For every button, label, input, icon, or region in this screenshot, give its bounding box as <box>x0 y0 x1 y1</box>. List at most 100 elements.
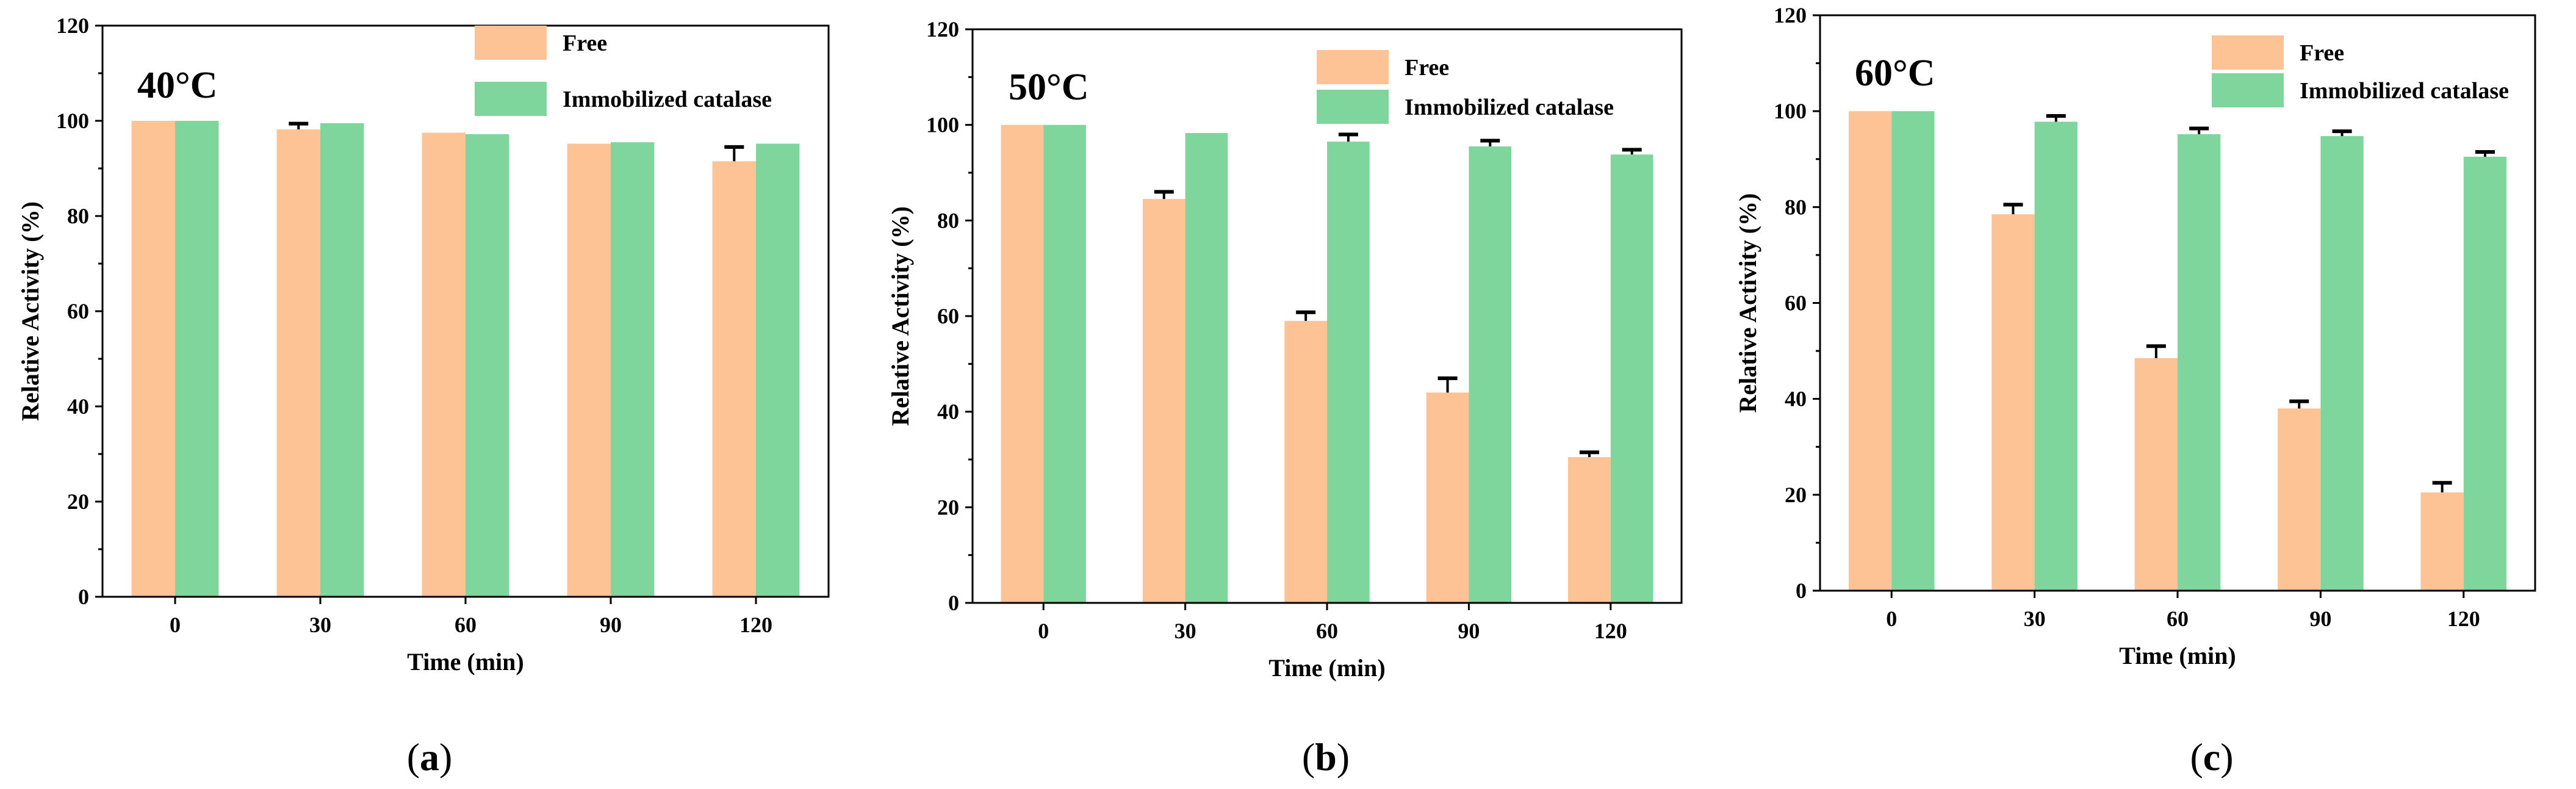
y-tick-label: 60 <box>1785 291 1807 315</box>
legend-free-label: Free <box>563 31 607 56</box>
bar-free-60 <box>2134 358 2178 591</box>
bar-free-0 <box>1848 111 1892 591</box>
x-tick-label: 30 <box>2024 607 2046 631</box>
bar-immobilized-60 <box>1327 142 1370 603</box>
legend: Free Immobilized catalase <box>475 26 772 116</box>
x-tick-label: 60 <box>455 613 477 637</box>
y-tick-label: 100 <box>926 113 959 137</box>
legend-immobilized-swatch <box>2212 73 2284 107</box>
chart-a: 0 20 40 60 80 100 120 0 30 60 90 120 Time (min) Relat… <box>16 13 830 779</box>
x-tick-label: 90 <box>600 613 622 637</box>
x-tick-label: 0 <box>1038 619 1049 643</box>
y-tick-label: 0 <box>78 585 89 609</box>
legend: Free Immobilized catalase <box>1317 50 1614 124</box>
bar-free-120 <box>712 161 756 597</box>
x-tick-label: 60 <box>1316 619 1338 643</box>
x-tick-label: 60 <box>2167 607 2189 631</box>
y-tick-label: 80 <box>1785 195 1807 219</box>
y-tick-label: 20 <box>937 495 959 519</box>
y-axis-title: Relative Activity (%) <box>887 206 914 426</box>
x-tick-label: 30 <box>309 613 331 637</box>
bar-immobilized-120 <box>1610 154 1653 603</box>
panel-b: 0 20 40 60 80 100 120 0 30 60 90 120 Time (min) Relat… <box>859 0 1718 789</box>
legend: Free Immobilized catalase <box>2212 35 2509 107</box>
y-tick-label: 40 <box>67 394 89 419</box>
y-tick-label: 80 <box>937 208 959 232</box>
x-tick-label: 120 <box>2447 607 2480 631</box>
chart-b: 0 20 40 60 80 100 120 0 30 60 90 120 Time (min) Relat… <box>887 17 1683 779</box>
bar-immobilized-30 <box>320 123 364 597</box>
legend-immobilized-swatch <box>475 82 547 116</box>
y-tick-label: 0 <box>1796 578 1807 603</box>
x-axis-title: Time (min) <box>1268 654 1385 682</box>
bar-immobilized-0 <box>1043 124 1086 603</box>
legend-free-swatch <box>2212 35 2284 70</box>
x-tick-label: 90 <box>1458 619 1480 643</box>
legend-free-label: Free <box>2300 40 2344 66</box>
bar-immobilized-0 <box>175 121 219 597</box>
bar-free-30 <box>276 129 320 597</box>
bar-free-0 <box>1001 124 1044 603</box>
chart-c: 0 20 40 60 80 100 120 0 30 60 90 120 Time (min) Relat… <box>1734 3 2536 779</box>
bar-immobilized-30 <box>2034 121 2078 591</box>
bar-free-60 <box>1284 320 1327 603</box>
y-tick-label: 20 <box>67 489 89 514</box>
bar-immobilized-90 <box>1469 146 1512 603</box>
temperature-label: 50°C <box>1009 67 1089 108</box>
bar-free-60 <box>422 132 466 597</box>
bar-immobilized-60 <box>2178 134 2221 591</box>
bar-free-90 <box>567 143 611 597</box>
bar-free-120 <box>2420 492 2464 591</box>
panel-caption: (c) <box>2190 735 2233 779</box>
legend-immobilized-label: Immobilized catalase <box>2300 78 2509 104</box>
bar-immobilized-120 <box>756 143 800 597</box>
y-tick-label: 120 <box>1774 3 1807 27</box>
x-tick-label: 120 <box>739 613 772 637</box>
panel-a: 0 20 40 60 80 100 120 0 30 60 90 120 Time (min) Relat… <box>0 0 859 789</box>
x-axis-title: Time (min) <box>407 648 523 676</box>
legend-immobilized-label: Immobilized catalase <box>1405 95 1614 120</box>
bar-free-90 <box>2278 408 2321 591</box>
y-tick-label: 120 <box>926 17 959 41</box>
temperature-label: 60°C <box>1855 52 1935 94</box>
x-tick-label: 120 <box>1594 619 1627 643</box>
bar-immobilized-90 <box>2320 136 2364 591</box>
bars-group <box>131 121 800 597</box>
legend-free-swatch <box>475 26 547 60</box>
bar-free-120 <box>1568 457 1611 603</box>
bar-immobilized-30 <box>1185 132 1228 603</box>
bar-immobilized-90 <box>611 142 655 597</box>
y-axis-title: Relative Activity (%) <box>1734 193 1761 413</box>
bar-free-0 <box>131 121 175 597</box>
x-tick-label: 90 <box>2309 607 2331 631</box>
y-axis-title: Relative Activity (%) <box>16 201 44 421</box>
y-tick-label: 40 <box>1785 387 1807 411</box>
legend-immobilized-swatch <box>1317 90 1389 124</box>
y-tick-label: 100 <box>56 109 89 133</box>
bar-immobilized-0 <box>1891 111 1935 591</box>
y-tick-label: 100 <box>1774 99 1807 123</box>
y-tick-label: 60 <box>67 299 89 323</box>
temperature-label: 40°C <box>137 65 218 106</box>
legend-immobilized-label: Immobilized catalase <box>563 87 772 112</box>
bar-immobilized-120 <box>2463 156 2507 591</box>
panel-caption: (b) <box>1302 735 1350 779</box>
x-tick-label: 30 <box>1175 619 1196 643</box>
x-tick-label: 0 <box>170 613 181 637</box>
y-tick-label: 0 <box>948 591 959 615</box>
panel-caption: (a) <box>407 735 453 779</box>
legend-free-label: Free <box>1405 55 1449 81</box>
bars-group <box>1001 124 1653 603</box>
y-tick-label: 120 <box>56 13 89 38</box>
bar-immobilized-60 <box>466 134 509 597</box>
bar-free-30 <box>1142 199 1185 603</box>
panel-c: 0 20 40 60 80 100 120 0 30 60 90 120 Time (min) Relat… <box>1718 0 2576 789</box>
y-tick-label: 20 <box>1785 483 1807 507</box>
bar-free-90 <box>1426 392 1469 603</box>
y-tick-label: 80 <box>67 204 89 228</box>
y-tick-label: 40 <box>937 400 959 424</box>
x-tick-label: 0 <box>1886 607 1897 631</box>
y-tick-label: 60 <box>937 304 959 328</box>
bar-free-30 <box>1991 214 2035 591</box>
